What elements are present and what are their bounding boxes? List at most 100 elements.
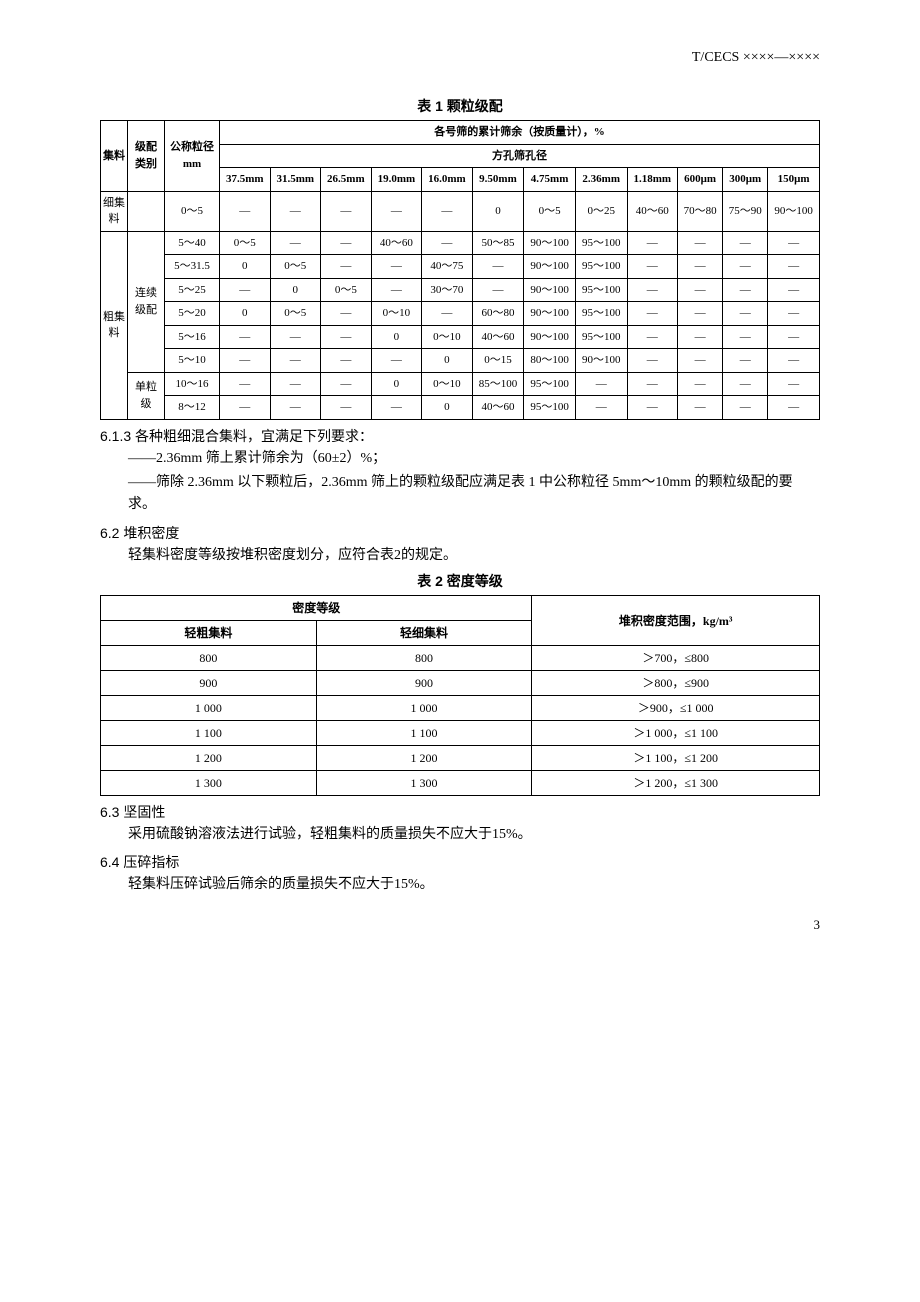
cell: — [371, 349, 422, 373]
cell: — [723, 396, 768, 420]
cell: 0～5 [321, 278, 372, 302]
th-size-5: 9.50mm [472, 168, 524, 192]
cell: 1 100 [316, 721, 532, 746]
cell: 10～16 [165, 372, 220, 396]
cell: 5～25 [165, 278, 220, 302]
cell: 0～5 [270, 255, 321, 279]
table-row: 5～25 —00～5—30～70—90～10095～100———— [101, 278, 820, 302]
cell: 50～85 [472, 231, 524, 255]
cell: 90～100 [524, 231, 576, 255]
cell: — [678, 396, 723, 420]
cell: — [627, 278, 678, 302]
cell: 0 [472, 191, 524, 231]
cell: — [627, 396, 678, 420]
table-row: 1 1001 100＞1 000，≤1 100 [101, 721, 820, 746]
cell: 85～100 [472, 372, 524, 396]
table-row: 5～16 ———00～1040～6090～10095～100———— [101, 325, 820, 349]
cell: 95～100 [524, 396, 576, 420]
th-size-10: 300μm [723, 168, 768, 192]
cell: 70～80 [678, 191, 723, 231]
cell: 1 200 [101, 746, 317, 771]
section-6-1-3-item1: ——2.36mm 筛上累计筛余为（60±2）%； [128, 448, 820, 470]
cell: 0～5 [165, 191, 220, 231]
cell: — [627, 325, 678, 349]
th-size-1: 31.5mm [270, 168, 321, 192]
table-row: 5～31.5 00～5——40～75—90～10095～100———— [101, 255, 820, 279]
th-jipei: 级配类别 [128, 121, 165, 192]
header-code: T/CECS ××××—×××× [100, 50, 820, 66]
cell-fine-label: 细集料 [101, 191, 128, 231]
th-jiliao: 集料 [101, 121, 128, 192]
th-cu: 轻粗集料 [101, 621, 317, 646]
cell: 900 [101, 671, 317, 696]
cell: — [678, 349, 723, 373]
cell: — [321, 302, 372, 326]
cell: 95～100 [575, 278, 627, 302]
cell: — [220, 278, 271, 302]
cell: 0 [220, 302, 271, 326]
cell-cat-single: 单粒级 [128, 372, 165, 419]
cell: ＞800，≤900 [532, 671, 820, 696]
cell: 5～31.5 [165, 255, 220, 279]
cell: — [321, 255, 372, 279]
th-size-11: 150μm [768, 168, 820, 192]
cell: — [768, 278, 820, 302]
cell-cat-continuous: 连续级配 [128, 231, 165, 372]
cell: 90～100 [768, 191, 820, 231]
table-row: 1 0001 000＞900，≤1 000 [101, 696, 820, 721]
table-row: 细集料 0～5 — — — — — 0 0～5 0～25 40～60 70～80… [101, 191, 820, 231]
cell: — [768, 231, 820, 255]
cell: — [723, 255, 768, 279]
th-xi: 轻细集料 [316, 621, 532, 646]
th-size-0: 37.5mm [220, 168, 271, 192]
cell: — [768, 325, 820, 349]
cell: — [768, 302, 820, 326]
cell: — [371, 191, 422, 231]
cell: — [768, 372, 820, 396]
cell: — [321, 349, 372, 373]
cell: 80～100 [524, 349, 576, 373]
cell: — [678, 255, 723, 279]
cell: 0 [220, 255, 271, 279]
cell: 90～100 [575, 349, 627, 373]
cell: — [270, 231, 321, 255]
cell: — [220, 191, 271, 231]
cell: 900 [316, 671, 532, 696]
cell: 1 300 [316, 771, 532, 796]
cell: 95～100 [575, 255, 627, 279]
cell: — [270, 372, 321, 396]
cell: 0～15 [472, 349, 524, 373]
cell: 75～90 [723, 191, 768, 231]
th-range: 堆积密度范围，kg/m³ [532, 596, 820, 646]
cell: — [270, 349, 321, 373]
cell: — [627, 302, 678, 326]
table-row: 1 3001 300＞1 200，≤1 300 [101, 771, 820, 796]
section-6-3-para: 采用硫酸钠溶液法进行试验，轻粗集料的质量损失不应大于15%。 [100, 824, 820, 846]
table-row: 单粒级 10～16 ———00～1085～10095～100————— [101, 372, 820, 396]
cell: 90～100 [524, 255, 576, 279]
cell: — [321, 396, 372, 420]
th-sub: 方孔筛孔径 [220, 144, 820, 168]
cell: — [723, 231, 768, 255]
table-row: 900900＞800，≤900 [101, 671, 820, 696]
cell: 95～100 [575, 325, 627, 349]
cell: — [575, 396, 627, 420]
cell: — [768, 349, 820, 373]
cell: — [371, 255, 422, 279]
cell: 1 100 [101, 721, 317, 746]
cell: — [422, 302, 473, 326]
cell: 8～12 [165, 396, 220, 420]
table-row: 800800＞700，≤800 [101, 646, 820, 671]
cell: 5～10 [165, 349, 220, 373]
cell: 90～100 [524, 302, 576, 326]
cell: — [321, 231, 372, 255]
table-row: 8～12 ————040～6095～100————— [101, 396, 820, 420]
cell: — [678, 231, 723, 255]
cell: 1 000 [316, 696, 532, 721]
cell: — [270, 396, 321, 420]
cell: 800 [101, 646, 317, 671]
cell: — [575, 372, 627, 396]
table-row: 5～10 ————00～1580～10090～100———— [101, 349, 820, 373]
th-size-8: 1.18mm [627, 168, 678, 192]
cell: — [627, 231, 678, 255]
